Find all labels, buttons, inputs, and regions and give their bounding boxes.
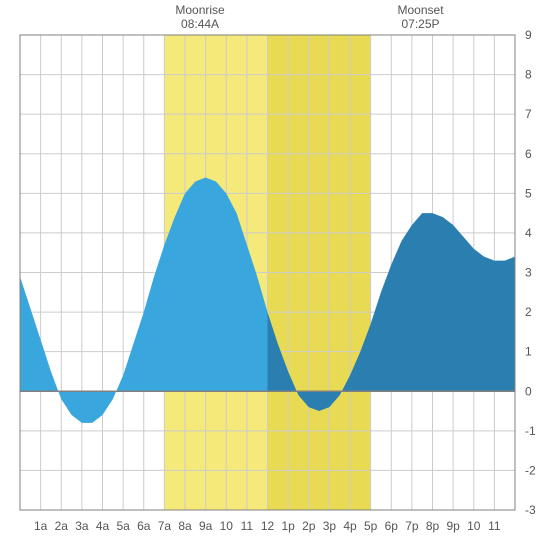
x-tick-label: 11 <box>488 519 501 533</box>
y-tick-label: -3 <box>525 503 536 517</box>
y-tick-label: 8 <box>525 68 532 82</box>
x-tick-label: 11 <box>241 519 254 533</box>
x-tick-label: 7a <box>158 519 172 533</box>
y-tick-label: 0 <box>525 384 532 398</box>
y-tick-label: 3 <box>525 266 532 280</box>
tide-chart: 1a2a3a4a5a6a7a8a9a1011121p2p3p4p5p6p7p8p… <box>0 0 550 550</box>
x-tick-label: 2a <box>55 519 69 533</box>
x-tick-label: 10 <box>220 519 234 533</box>
x-tick-label: 6p <box>385 519 399 533</box>
y-tick-label: 7 <box>525 107 532 121</box>
x-tick-label: 7p <box>405 519 419 533</box>
x-tick-label: 9a <box>199 519 213 533</box>
y-tick-label: 4 <box>525 226 532 240</box>
x-tick-label: 1a <box>34 519 48 533</box>
x-tick-label: 10 <box>467 519 481 533</box>
y-tick-label: 2 <box>525 305 532 319</box>
x-tick-label: 4p <box>343 519 357 533</box>
moonset-label: Moonset <box>398 3 445 17</box>
x-tick-label: 4a <box>96 519 110 533</box>
y-tick-label: -1 <box>525 424 536 438</box>
x-tick-label: 1p <box>281 519 295 533</box>
x-tick-label: 6a <box>137 519 151 533</box>
x-tick-label: 5a <box>116 519 130 533</box>
y-tick-label: 1 <box>525 345 532 359</box>
x-tick-label: 3p <box>323 519 337 533</box>
x-tick-label: 8p <box>426 519 440 533</box>
y-tick-label: -2 <box>525 463 536 477</box>
x-tick-label: 2p <box>302 519 316 533</box>
moonrise-time: 08:44A <box>181 17 219 31</box>
y-tick-label: 6 <box>525 147 532 161</box>
y-tick-label: 9 <box>525 28 532 42</box>
x-tick-label: 5p <box>364 519 378 533</box>
x-tick-label: 8a <box>178 519 192 533</box>
y-tick-label: 5 <box>525 186 532 200</box>
x-tick-label: 9p <box>446 519 460 533</box>
moonset-time: 07:25P <box>402 17 440 31</box>
x-tick-label: 12 <box>261 519 275 533</box>
moonrise-label: Moonrise <box>175 3 225 17</box>
x-tick-label: 3a <box>75 519 89 533</box>
chart-svg: 1a2a3a4a5a6a7a8a9a1011121p2p3p4p5p6p7p8p… <box>0 0 550 550</box>
